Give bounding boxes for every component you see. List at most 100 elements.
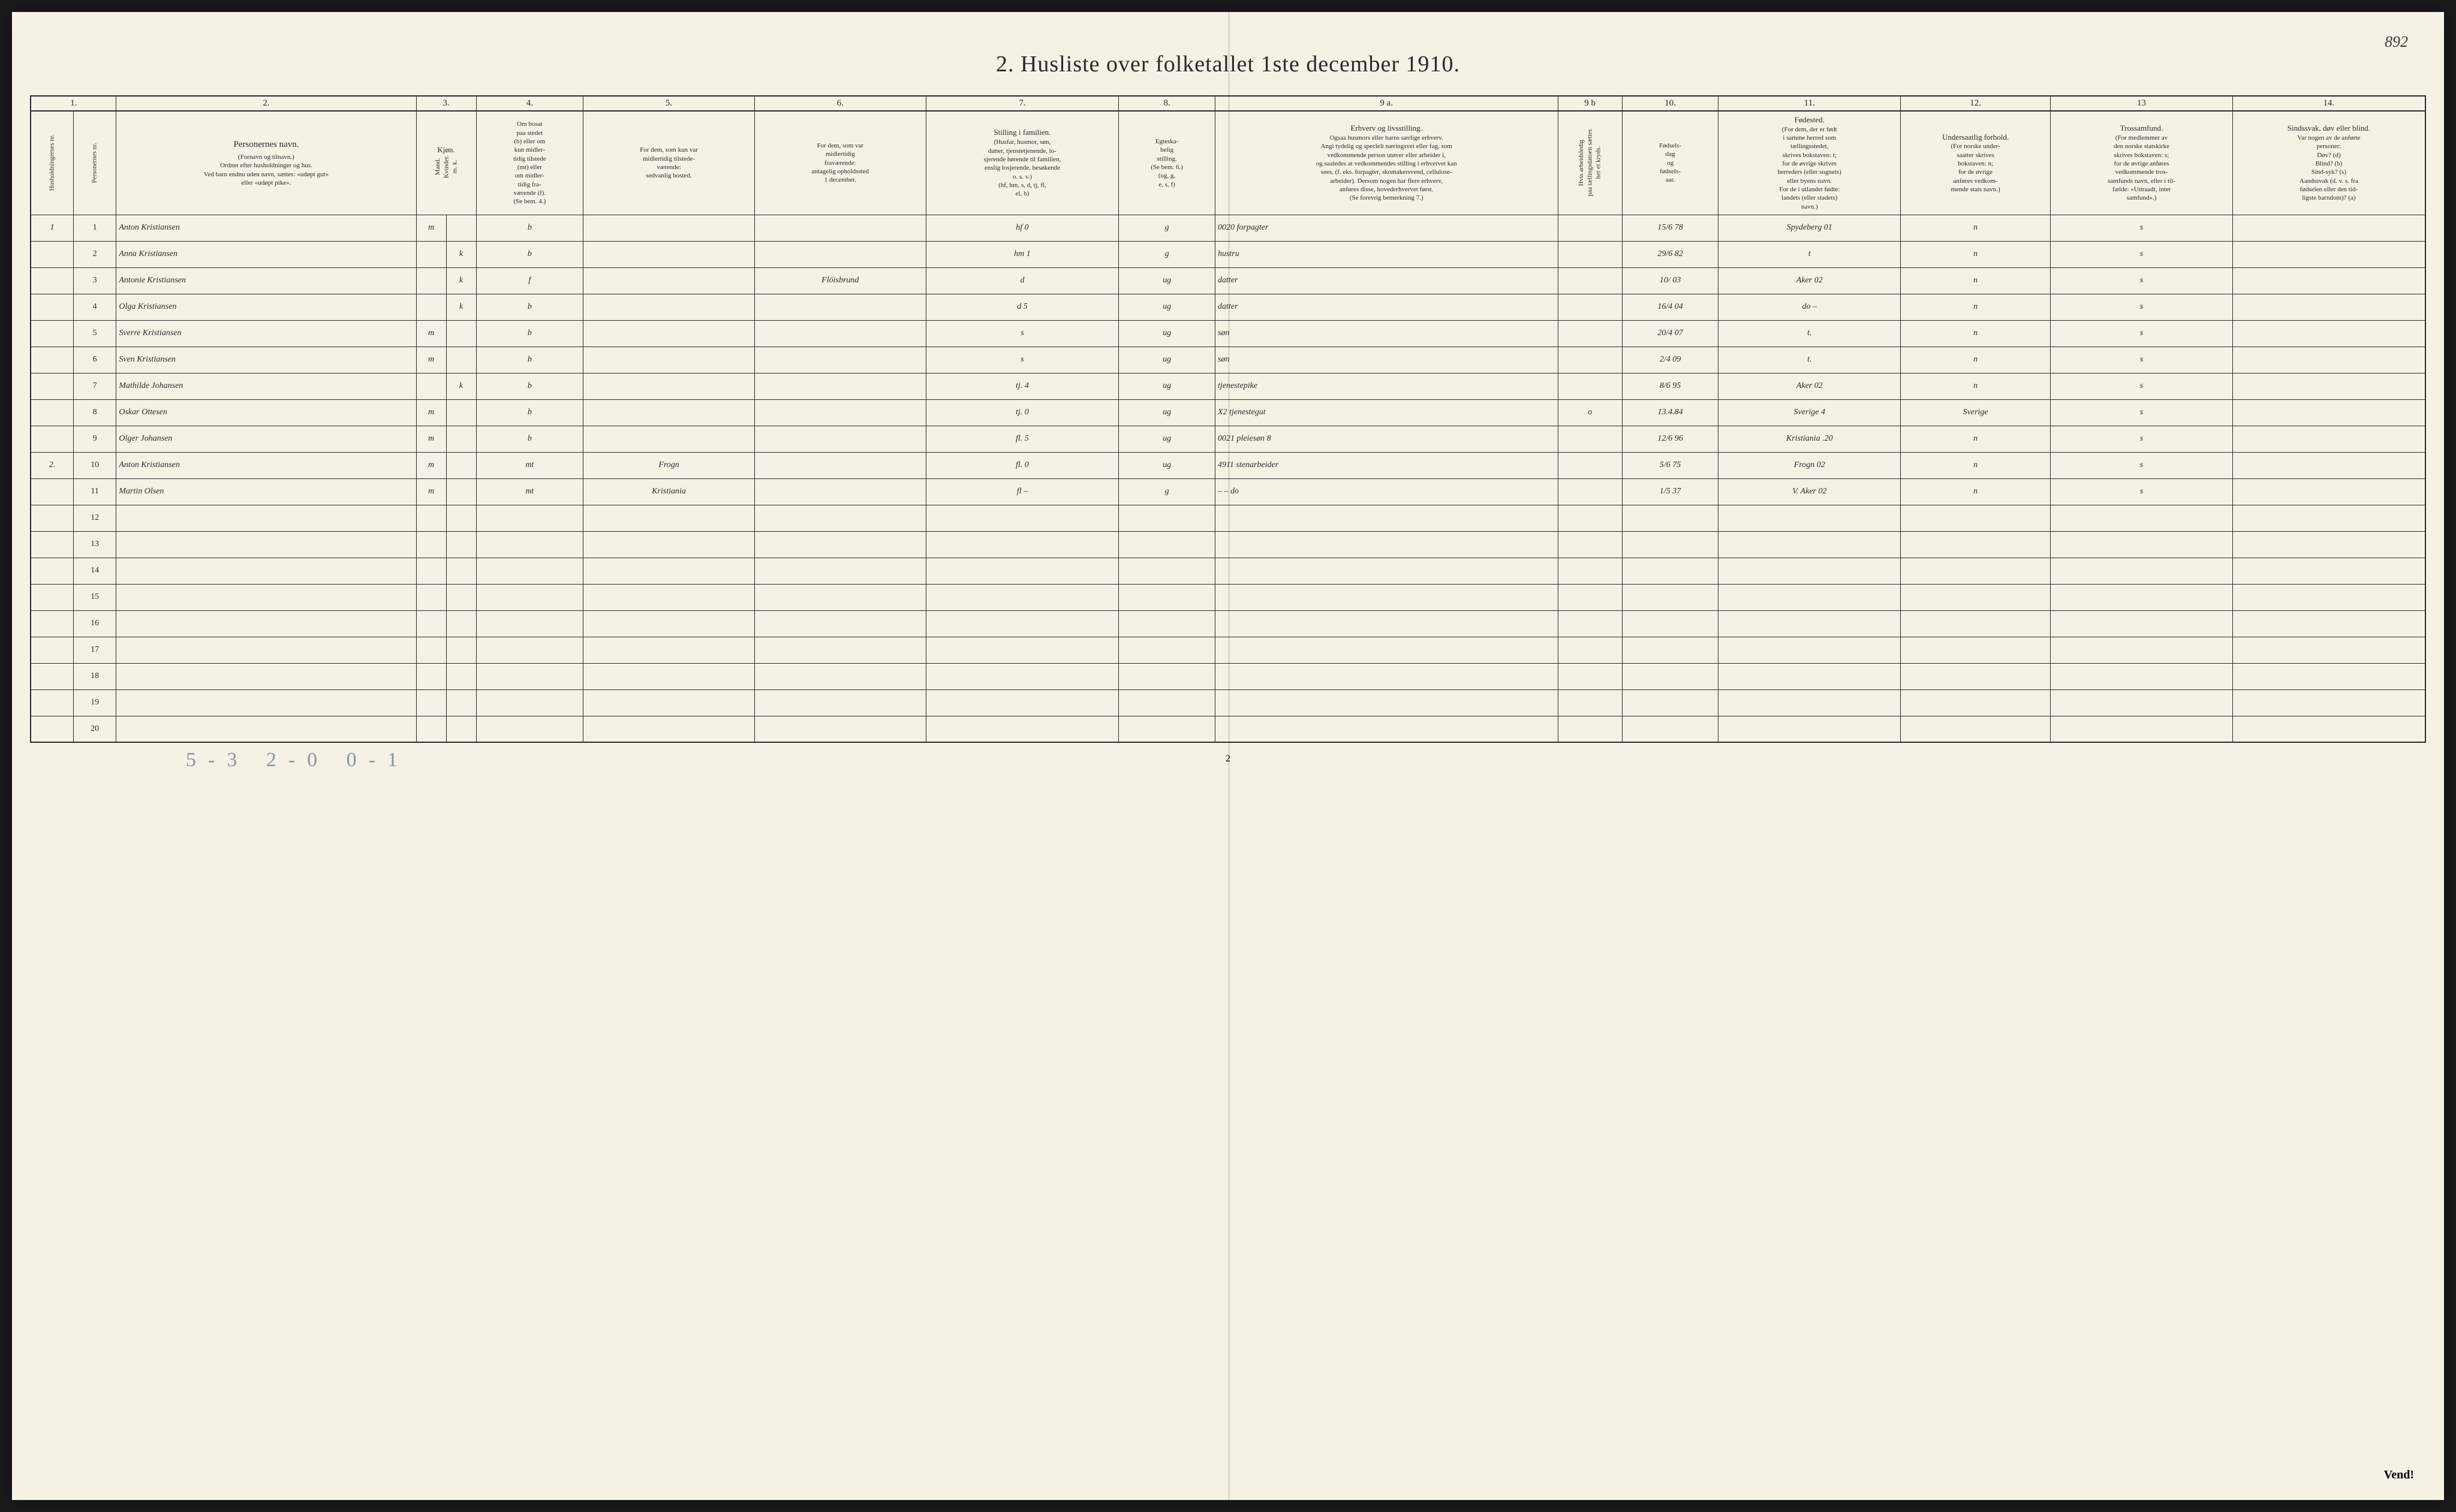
empty-cell <box>926 531 1119 558</box>
unemployed-x <box>1558 373 1622 399</box>
household-nr: 2. <box>31 452 73 478</box>
hdr-nat-sub: (For norske under- saatter skrives bokst… <box>1903 142 2048 194</box>
person-nr: 5 <box>73 320 116 347</box>
residence: mt <box>476 478 583 505</box>
birthplace: Frogn 02 <box>1718 452 1901 478</box>
person-name: Anton Kristiansen <box>116 452 416 478</box>
empty-cell <box>476 505 583 531</box>
person-name: Anna Kristiansen <box>116 241 416 267</box>
col-num-13: 13 <box>2051 96 2233 111</box>
empty-cell <box>1718 531 1901 558</box>
col-num-11: 11. <box>1718 96 1901 111</box>
col-num-1: 1. <box>31 96 116 111</box>
residence: b <box>476 320 583 347</box>
nationality: n <box>1901 347 2051 373</box>
empty-cell <box>1622 663 1718 689</box>
empty-cell <box>754 531 926 558</box>
disability <box>2232 426 2425 452</box>
birthplace: Aker 02 <box>1718 267 1901 294</box>
occupation: 4911 stenarbeider <box>1215 452 1558 478</box>
person-name: Olger Johansen <box>116 426 416 452</box>
empty-cell <box>1622 558 1718 584</box>
col-num-14: 14. <box>2232 96 2425 111</box>
family-pos: hm 1 <box>926 241 1119 267</box>
marital: ug <box>1119 426 1215 452</box>
hdr-household-nr: Husholdningernes nr. <box>31 111 73 215</box>
away-place <box>754 426 926 452</box>
person-nr: 11 <box>73 478 116 505</box>
person-nr: 15 <box>73 584 116 610</box>
nationality: n <box>1901 373 2051 399</box>
empty-cell <box>1558 505 1622 531</box>
empty-cell <box>926 558 1119 584</box>
empty-cell <box>1215 558 1558 584</box>
person-name: Mathilde Johansen <box>116 373 416 399</box>
family-pos: fl – <box>926 478 1119 505</box>
person-nr: 4 <box>73 294 116 320</box>
empty-cell <box>2051 531 2233 558</box>
hdr-dis-sub: Var nogen av de anførte personer: Døv? (… <box>2235 134 2422 202</box>
person-name: Sverre Kristiansen <box>116 320 416 347</box>
empty-cell <box>1119 663 1215 689</box>
nationality: n <box>1901 320 2051 347</box>
person-nr: 2 <box>73 241 116 267</box>
sex-k <box>446 452 476 478</box>
temp-place <box>583 320 755 347</box>
birthplace: do – <box>1718 294 1901 320</box>
household-nr <box>31 347 73 373</box>
residence: mt <box>476 452 583 478</box>
religion: s <box>2051 241 2233 267</box>
household-nr <box>31 399 73 426</box>
col-num-12: 12. <box>1901 96 2051 111</box>
empty-cell <box>926 689 1119 716</box>
away-place: Flöisbrund <box>754 267 926 294</box>
person-name: Olga Kristiansen <box>116 294 416 320</box>
empty-cell <box>116 663 416 689</box>
away-place <box>754 294 926 320</box>
page-fold <box>1228 12 1230 1500</box>
household-nr <box>31 478 73 505</box>
sex-k <box>446 320 476 347</box>
disability <box>2232 399 2425 426</box>
unemployed-x <box>1558 452 1622 478</box>
religion: s <box>2051 452 2233 478</box>
household-nr <box>31 373 73 399</box>
hdr-name: Personernes navn. (Fornavn og tilnavn.) … <box>116 111 416 215</box>
birthplace: t. <box>1718 347 1901 373</box>
hdr-occ-main: Erhverv og livsstilling. <box>1218 124 1555 134</box>
hdr-person-nr: Personernes nr. <box>73 111 116 215</box>
hdr-rel-sub: (For medlemmer av den norske statskirke … <box>2053 134 2230 202</box>
religion: s <box>2051 373 2233 399</box>
person-nr: 3 <box>73 267 116 294</box>
disability <box>2232 452 2425 478</box>
hdr-fam-sub: (Husfar, husmor, søn, datter, tjenstetje… <box>929 138 1116 198</box>
residence: b <box>476 347 583 373</box>
empty-cell <box>476 610 583 637</box>
empty-cell <box>1215 689 1558 716</box>
nationality: n <box>1901 478 2051 505</box>
religion: s <box>2051 320 2233 347</box>
empty-cell <box>416 689 446 716</box>
empty-cell <box>2232 637 2425 663</box>
empty-cell <box>416 610 446 637</box>
religion: s <box>2051 426 2233 452</box>
unemployed-x <box>1558 241 1622 267</box>
family-pos: hf 0 <box>926 215 1119 241</box>
disability <box>2232 320 2425 347</box>
empty-cell <box>1718 610 1901 637</box>
empty-cell <box>2051 610 2233 637</box>
hdr-birthdate: Fødsels- dag og fødsels- aar. <box>1622 111 1718 215</box>
col-num-8: 8. <box>1119 96 1215 111</box>
sex-m <box>416 294 446 320</box>
hdr-away-main: For dem, som var midlertidig fraværende: <box>757 141 923 167</box>
person-name: Anton Kristiansen <box>116 215 416 241</box>
empty-cell <box>1119 558 1215 584</box>
occupation: datter <box>1215 267 1558 294</box>
empty-cell <box>446 558 476 584</box>
marital: ug <box>1119 347 1215 373</box>
empty-cell <box>1622 610 1718 637</box>
empty-cell <box>754 558 926 584</box>
sex-k <box>446 347 476 373</box>
religion: s <box>2051 215 2233 241</box>
hdr-bp-main: Fødested. <box>1721 115 1898 125</box>
